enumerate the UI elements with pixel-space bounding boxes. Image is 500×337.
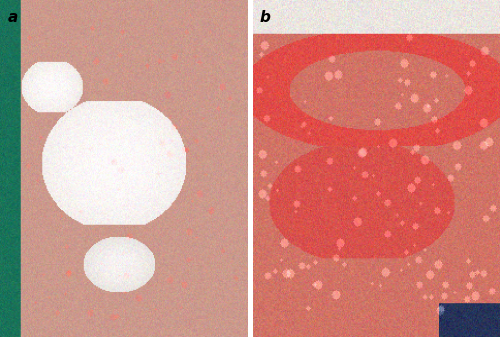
Text: a: a: [8, 10, 18, 25]
Text: b: b: [260, 10, 271, 25]
